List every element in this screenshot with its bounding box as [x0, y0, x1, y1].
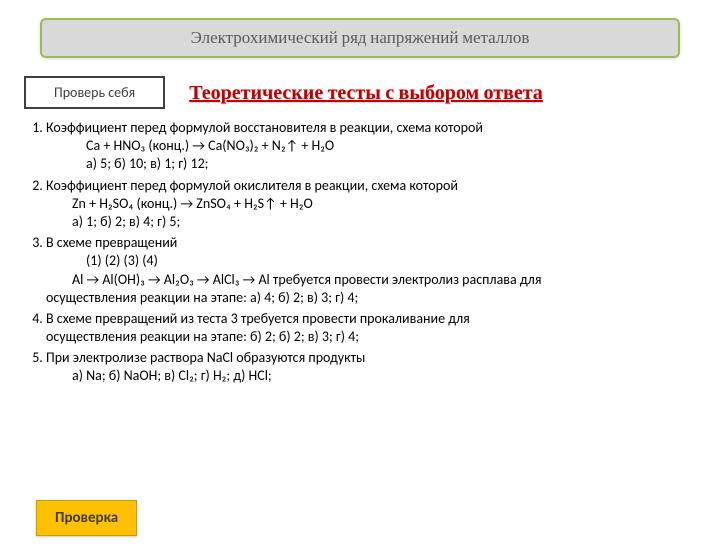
q3-text: В схеме превращений — [46, 234, 177, 251]
q4-line2: осуществления реакции на этапе: б) 2; б)… — [46, 328, 359, 345]
check-button-label: Проверка — [55, 509, 118, 527]
q3-equation: Al → Al(OH)₃ → Al₂O₃ → AlCl₃ → Al требуе… — [46, 271, 696, 289]
question-2: Коэффициент перед формулой окислителя в … — [46, 177, 696, 232]
header-row: Проверь себя Теоретические тесты с выбор… — [24, 76, 700, 109]
q3-nums: (1) (2) (3) (4) — [46, 252, 696, 270]
title-banner: Электрохимический ряд напряжений металло… — [40, 18, 680, 58]
q2-options: а) 1; б) 2; в) 4; г) 5; — [46, 213, 696, 231]
check-self-label: Проверь себя — [54, 84, 135, 101]
question-5: При электролизе раствора NaCl образуются… — [46, 349, 696, 385]
q5-text: При электролизе раствора NaCl образуются… — [46, 349, 365, 366]
q1-equation: Ca + HNO₃ (конц.) → Ca(NO₃)₂ + N₂↑ + H₂O — [46, 137, 696, 155]
q1-text: Коэффициент перед формулой восстановител… — [46, 119, 483, 136]
q4-text: В схеме превращений из теста 3 требуется… — [46, 310, 470, 327]
q5-options: а) Na; б) NaOH; в) Cl₂; г) H₂; д) HCl; — [46, 367, 696, 385]
section-heading: Теоретические тесты с выбором ответа — [189, 81, 543, 105]
questions-block: Коэффициент перед формулой восстановител… — [24, 119, 696, 386]
q1-options: а) 5; б) 10; в) 1; г) 12; — [46, 155, 696, 173]
q2-text: Коэффициент перед формулой окислителя в … — [46, 177, 458, 194]
check-self-box: Проверь себя — [24, 76, 165, 109]
q3-line2: осуществления реакции на этапе: а) 4; б)… — [46, 289, 358, 306]
page-title: Электрохимический ряд напряжений металло… — [191, 29, 530, 48]
question-1: Коэффициент перед формулой восстановител… — [46, 119, 696, 174]
check-button[interactable]: Проверка — [36, 500, 137, 536]
question-4: В схеме превращений из теста 3 требуется… — [46, 310, 696, 346]
question-3: В схеме превращений (1) (2) (3) (4) Al →… — [46, 234, 696, 307]
q2-equation: Zn + H₂SO₄ (конц.) → ZnSO₄ + H₂S↑ + H₂O — [46, 195, 696, 213]
